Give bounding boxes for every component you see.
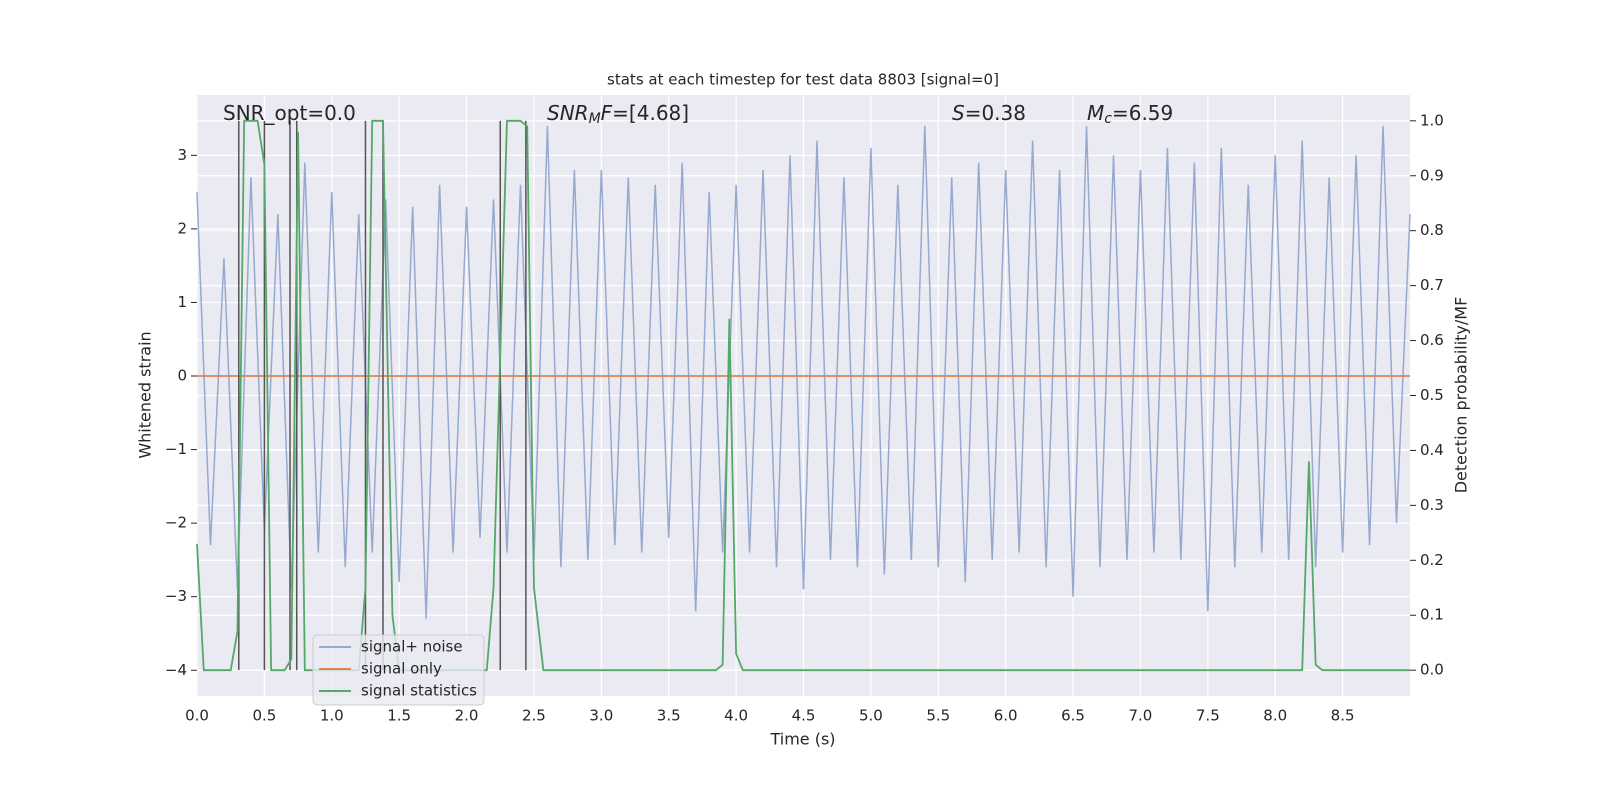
y-tick-label: −1 (165, 440, 187, 458)
x-tick-label: 0.5 (252, 707, 276, 725)
y2-tick-label: 0.6 (1420, 331, 1444, 349)
y-axis-label: Whitened strain (136, 331, 155, 458)
y-tick-label: −4 (165, 661, 187, 679)
y2-tick-label: 0.3 (1420, 496, 1444, 514)
y2-tick-label: 0.8 (1420, 221, 1444, 239)
x-tick-label: 6.5 (1061, 707, 1085, 725)
y2-tick-label: 0.7 (1420, 276, 1444, 294)
y-tick-label: 1 (177, 293, 187, 311)
annotation: S=0.38 (952, 101, 1026, 125)
y2-tick-label: 0.5 (1420, 386, 1444, 404)
x-tick-label: 1.0 (320, 707, 344, 725)
x-tick-label: 5.0 (859, 707, 883, 725)
y2-tick-label: 0.0 (1420, 661, 1444, 679)
annotation-part: =6.59 (1112, 101, 1173, 125)
annotation-part: =0.38 (965, 101, 1026, 125)
legend-label: signal only (361, 660, 442, 678)
x-tick-label: 0.0 (185, 707, 209, 725)
legend-label: signal+ noise (361, 638, 463, 656)
x-tick-label: 7.0 (1129, 707, 1153, 725)
annotation-part: SNR (547, 101, 589, 125)
x-tick-label: 2.5 (522, 707, 546, 725)
x-tick-label: 3.5 (657, 707, 681, 725)
annotation-part: M (1087, 101, 1104, 125)
x-tick-label: 3.0 (589, 707, 613, 725)
y2-tick-label: 1.0 (1420, 111, 1444, 129)
annotation: SNR_opt=0.0 (223, 101, 356, 125)
x-tick-label: 4.0 (724, 707, 748, 725)
annotation: SNRMF=[4.68] (547, 101, 689, 128)
annotation: Mc=6.59 (1087, 101, 1173, 128)
legend-label: signal statistics (361, 682, 477, 700)
y-tick-label: 0 (177, 367, 187, 385)
annotation-part: F (601, 101, 613, 125)
y-tick-label: −2 (165, 514, 187, 532)
x-axis-label: Time (s) (769, 730, 835, 749)
x-tick-label: 4.5 (792, 707, 816, 725)
y2-tick-label: 0.2 (1420, 551, 1444, 569)
annotation-part: SNR_opt=0.0 (223, 101, 356, 125)
legend-box (312, 634, 485, 706)
chart-title: stats at each timestep for test data 880… (607, 71, 999, 89)
y2-axis-label: Detection probability/MF (1452, 297, 1471, 494)
x-tick-label: 8.5 (1331, 707, 1355, 725)
x-tick-label: 8.0 (1263, 707, 1287, 725)
series-line (196, 125, 1411, 619)
annotation-part: c (1104, 111, 1112, 127)
x-tick-label: 5.5 (926, 707, 950, 725)
y-tick-label: 2 (177, 219, 187, 237)
annotation-part: =[4.68] (612, 101, 689, 125)
x-tick-label: 1.5 (387, 707, 411, 725)
y-tick-label: 3 (177, 146, 187, 164)
annotation-part: S (952, 101, 965, 125)
x-tick-label: 7.5 (1196, 707, 1220, 725)
y2-tick-label: 0.1 (1420, 606, 1444, 624)
y2-tick-label: 0.9 (1420, 166, 1444, 184)
annotation-part: M (589, 111, 601, 127)
x-tick-label: 6.0 (994, 707, 1018, 725)
x-tick-label: 2.0 (455, 707, 479, 725)
y2-tick-label: 0.4 (1420, 441, 1444, 459)
y-tick-label: −3 (165, 587, 187, 605)
